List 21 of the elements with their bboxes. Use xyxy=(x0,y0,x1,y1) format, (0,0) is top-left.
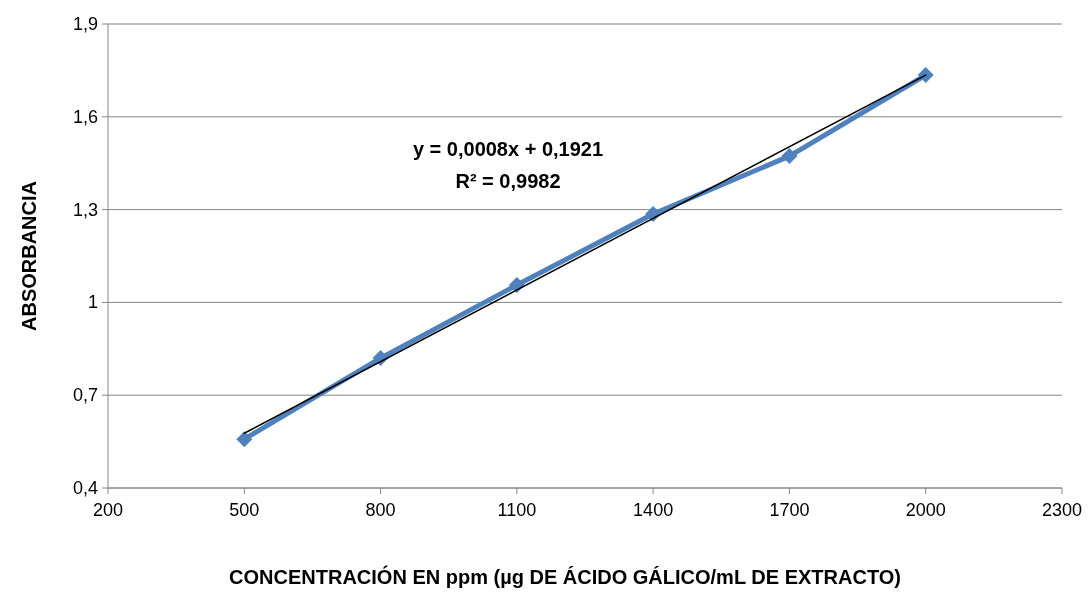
x-tick-label: 2000 xyxy=(905,500,946,520)
point xyxy=(917,67,934,84)
annotation: y = 0,0008x + 0,1921 xyxy=(412,138,604,160)
point xyxy=(236,431,253,448)
y-axis-title: ABSORBANCIA xyxy=(18,181,40,331)
x-tick-label: 500 xyxy=(229,500,260,520)
x-tick-label: 800 xyxy=(365,500,396,520)
point xyxy=(781,148,798,165)
x-tick-label: 2300 xyxy=(1041,500,1083,520)
x-tick-label: 200 xyxy=(92,500,124,520)
x-tick-label: 1400 xyxy=(633,500,674,520)
x-axis-title: CONCENTRACIÓN EN ppm (µg DE ÁCIDO GÁLICO/mL DE EXTRACTO) xyxy=(229,565,901,588)
annotation: R² = 0,9982 xyxy=(455,170,561,192)
y-tick-label: 1,3 xyxy=(72,199,98,220)
y-tick-label: 1 xyxy=(87,292,98,313)
y-tick-label: 0,7 xyxy=(72,385,98,406)
x-tick-label: 1700 xyxy=(769,500,810,520)
y-tick-label: 1,6 xyxy=(72,106,98,127)
y-tick-label: 0,4 xyxy=(72,478,98,498)
x-tick-label: 1100 xyxy=(497,500,537,520)
y-tick-label: 1,9 xyxy=(72,14,98,34)
